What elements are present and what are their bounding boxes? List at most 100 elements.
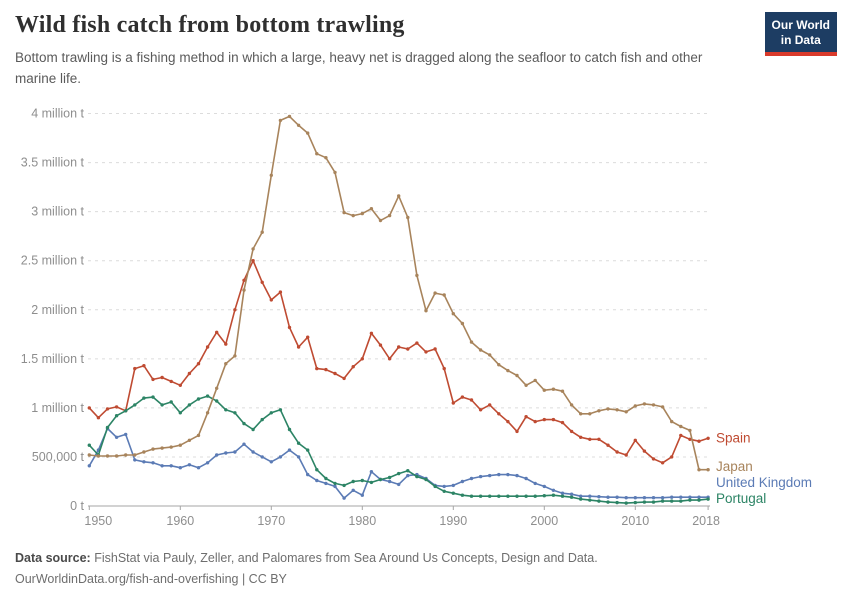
series-point-united-kingdom: [287, 448, 292, 452]
series-point-portugal: [196, 397, 201, 401]
series-point-japan: [651, 403, 656, 407]
series-point-spain: [324, 367, 328, 372]
series-point-united-kingdom: [205, 461, 210, 465]
series-point-spain: [524, 415, 528, 419]
series-point-united-kingdom: [688, 495, 692, 499]
series-point-portugal: [133, 403, 137, 407]
series-point-portugal: [124, 409, 128, 413]
series-point-united-kingdom: [478, 474, 483, 479]
owid-logo-line2: in Data: [780, 33, 821, 47]
series-point-united-kingdom: [160, 464, 164, 468]
series-point-japan: [615, 408, 619, 412]
series-point-united-kingdom: [360, 493, 364, 497]
series-label-japan[interactable]: Japan: [716, 459, 753, 474]
series-point-portugal: [114, 414, 119, 418]
series-point-portugal: [160, 403, 164, 407]
series-point-portugal: [260, 417, 264, 422]
series-point-spain: [606, 443, 610, 447]
series-point-japan: [233, 354, 237, 358]
series-point-portugal: [442, 489, 446, 493]
series-line-japan[interactable]: [88, 115, 709, 471]
series-label-united-kingdom[interactable]: United Kingdom: [716, 475, 812, 490]
x-tick-label: 2018: [692, 514, 720, 528]
series-point-japan: [506, 368, 510, 373]
series-point-spain: [360, 357, 364, 361]
series-point-japan: [151, 447, 155, 451]
series-point-japan: [378, 218, 383, 223]
series-point-portugal: [579, 497, 583, 501]
y-tick-label: 1 million t: [31, 401, 84, 415]
series-point-japan: [178, 443, 182, 447]
series-point-portugal: [488, 494, 492, 498]
series-point-spain: [269, 298, 273, 302]
series-point-portugal: [624, 501, 628, 505]
series-point-united-kingdom: [196, 466, 201, 470]
series-point-portugal: [151, 395, 155, 399]
series-point-spain: [433, 347, 437, 351]
series-point-japan: [542, 388, 546, 392]
owid-logo[interactable]: Our World in Data: [764, 12, 837, 56]
series-point-united-kingdom: [569, 492, 574, 496]
series-point-japan: [351, 213, 355, 218]
series-point-spain: [533, 419, 537, 424]
series-label-portugal[interactable]: Portugal: [716, 491, 766, 506]
series-point-spain: [451, 401, 455, 405]
series-point-spain: [287, 325, 292, 330]
y-tick-label: 2.5 million t: [21, 254, 85, 268]
series-point-spain: [660, 461, 665, 465]
series-point-japan: [169, 445, 173, 449]
series-point-japan: [415, 273, 419, 278]
series-point-portugal: [433, 484, 437, 489]
series-point-united-kingdom: [506, 472, 510, 477]
series-point-japan: [488, 353, 492, 357]
series-point-portugal: [369, 480, 374, 485]
series-point-spain: [151, 377, 155, 382]
series-point-japan: [497, 363, 501, 367]
series-point-spain: [633, 438, 637, 442]
series-point-united-kingdom: [114, 435, 119, 439]
series-point-spain: [560, 420, 565, 425]
series-point-united-kingdom: [533, 481, 537, 486]
series-point-portugal: [142, 396, 146, 400]
series-line-united-kingdom[interactable]: [88, 427, 709, 499]
series-point-united-kingdom: [597, 495, 601, 499]
series-point-portugal: [597, 499, 601, 503]
series-point-portugal: [469, 494, 474, 498]
series-point-portugal: [533, 494, 537, 498]
x-tick-label: 2000: [530, 514, 558, 528]
series-point-portugal: [670, 499, 674, 503]
series-point-united-kingdom: [624, 496, 628, 500]
series-point-japan: [642, 402, 647, 406]
series-point-portugal: [506, 494, 510, 498]
series-point-spain: [96, 416, 101, 420]
series-point-portugal: [215, 399, 219, 403]
series-point-japan: [524, 383, 528, 387]
series-point-united-kingdom: [124, 432, 128, 437]
series-point-japan: [296, 123, 301, 128]
series-point-portugal: [542, 494, 546, 498]
series-point-portugal: [205, 394, 210, 398]
x-tick-label: 1960: [166, 514, 194, 528]
series-point-portugal: [187, 403, 192, 407]
series-point-portugal: [451, 491, 455, 495]
series-point-portugal: [679, 499, 683, 503]
series-label-spain[interactable]: Spain: [716, 430, 751, 445]
y-tick-label: 1.5 million t: [21, 352, 85, 366]
series-point-japan: [242, 288, 246, 292]
series-point-spain: [205, 345, 210, 349]
series-point-portugal: [569, 495, 574, 499]
series-point-japan: [670, 419, 674, 424]
series-point-united-kingdom: [369, 470, 374, 474]
series-point-united-kingdom: [278, 455, 283, 459]
series-point-spain: [169, 379, 173, 384]
series-point-portugal: [497, 494, 501, 498]
series-point-united-kingdom: [406, 473, 410, 478]
series-point-spain: [497, 412, 501, 416]
series-point-portugal: [351, 479, 355, 484]
chart-header: Wild fish catch from bottom trawling Bot…: [15, 12, 755, 90]
license-link[interactable]: OurWorldinData.org/fish-and-overfishing …: [15, 571, 287, 586]
series-point-japan: [324, 156, 328, 160]
series-line-spain[interactable]: [88, 259, 709, 464]
series-line-portugal[interactable]: [88, 395, 709, 504]
series-point-japan: [660, 405, 665, 409]
